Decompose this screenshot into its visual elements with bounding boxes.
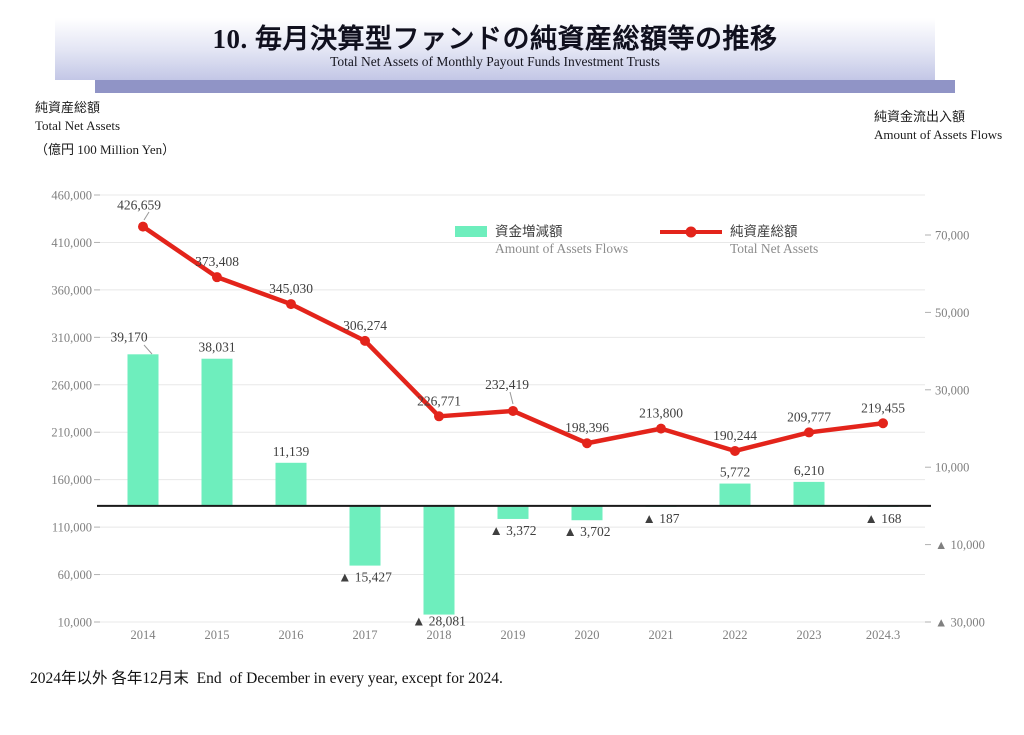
line-value-label: 426,659 [117, 198, 161, 213]
left-axis-tick-label: 160,000 [51, 473, 92, 487]
x-axis-label: 2020 [575, 628, 600, 642]
right-axis-tick-label: 70,000 [935, 229, 969, 243]
bar [423, 505, 455, 615]
x-axis-label: 2014 [131, 628, 157, 642]
left-axis-tick-label: 410,000 [51, 236, 92, 250]
bar [497, 505, 529, 519]
bar-series-swatch [455, 226, 487, 237]
line-point [508, 405, 518, 416]
legend-line-label-en: Total Net Assets [730, 241, 819, 256]
bar [719, 483, 751, 506]
bar-value-label: 6,210 [794, 463, 825, 478]
x-axis-label: 2016 [279, 628, 304, 642]
legend-line-text: 純資産総額 Total Net Assets [730, 223, 818, 257]
x-axis-label: 2017 [353, 628, 378, 642]
bar-value-label: 39,170 [110, 329, 147, 344]
line-series-swatch [660, 226, 722, 238]
x-axis-label: 2023 [797, 628, 822, 642]
x-axis-label: 2021 [649, 628, 674, 642]
right-axis-tick-label: 10,000 [935, 461, 969, 475]
x-axis-label: 2018 [427, 628, 452, 642]
left-axis-title-ja: 純資産総額 [35, 100, 101, 115]
right-axis-tick-label: ▲ 30,000 [935, 616, 985, 630]
legend-item-net-assets: 純資産総額 Total Net Assets [660, 223, 818, 257]
legend-bar-text: 資金増減額 Amount of Assets Flows [495, 223, 628, 257]
label-leader-line [143, 344, 153, 355]
left-axis-tick-label: 110,000 [52, 521, 92, 535]
bar [793, 481, 825, 506]
line-value-label: 219,455 [861, 400, 905, 415]
left-axis-header: 純資産総額 Total Net Assets （億円 100 Million Y… [35, 99, 175, 159]
left-axis-tick-label: 260,000 [51, 378, 92, 392]
title-banner: 10. 毎月決算型ファンドの純資産総額等の推移 Total Net Assets… [55, 14, 935, 80]
legend-line-label-ja: 純資産総額 [730, 224, 798, 239]
line-point [804, 427, 814, 438]
line-value-label: 232,419 [485, 377, 529, 392]
right-axis-tick-label: 50,000 [935, 306, 969, 320]
left-axis-tick-label: 60,000 [58, 568, 92, 582]
line-value-label: 345,030 [269, 281, 313, 296]
line-point [656, 423, 666, 434]
footnote: 2024年以外 各年12月末 End of December in every … [30, 670, 503, 687]
legend-bar-label-ja: 資金増減額 [495, 224, 563, 239]
bar-value-label: ▲ 168 [865, 511, 902, 526]
line-point [138, 221, 148, 232]
left-axis-title-en: Total Net Assets [35, 118, 121, 133]
line-value-label: 198,396 [565, 420, 609, 435]
bar-value-label: 11,139 [273, 444, 310, 459]
left-axis-tick-label: 360,000 [51, 283, 92, 297]
page-title: 10. 毎月決算型ファンドの純資産総額等の推移 [212, 24, 778, 54]
bar [127, 354, 159, 506]
line-point [434, 411, 444, 422]
right-axis-tick-label: 30,000 [935, 383, 969, 397]
right-axis-header: 純資金流出入額 Amount of Assets Flows [874, 108, 1002, 144]
line-point [360, 335, 370, 346]
left-axis-tick-label: 310,000 [51, 331, 92, 345]
line-point [730, 445, 740, 456]
line-point [286, 299, 296, 310]
line-point [212, 272, 222, 283]
line-value-label: 209,777 [787, 409, 831, 424]
banner-shadow-bar [95, 80, 955, 93]
bar [201, 358, 233, 506]
right-axis-title-ja: 純資金流出入額 [874, 109, 966, 124]
left-axis-unit: （億円 100 Million Yen） [35, 142, 176, 157]
legend-item-assets-flows: 資金増減額 Amount of Assets Flows [455, 223, 628, 257]
line-value-label: 213,800 [639, 406, 683, 421]
line-point [878, 418, 888, 429]
label-leader-line [509, 391, 514, 405]
right-axis-tick-label: ▲ 10,000 [935, 538, 985, 552]
net-assets-line [140, 224, 886, 454]
x-axis-label: 2019 [501, 628, 526, 642]
x-axis-label: 2022 [723, 628, 748, 642]
line-value-label: 226,771 [417, 393, 461, 408]
line-value-label: 190,244 [713, 428, 757, 443]
left-axis-tick-label: 460,000 [51, 189, 92, 203]
label-leader-line [143, 211, 150, 221]
bar-value-label: ▲ 187 [643, 511, 680, 526]
page-subtitle: Total Net Assets of Monthly Payout Funds… [330, 54, 660, 69]
line-value-label: 373,408 [195, 254, 239, 269]
x-axis-label: 2015 [205, 628, 230, 642]
bar-value-label: ▲ 15,427 [338, 570, 392, 585]
left-axis-tick-label: 210,000 [51, 426, 92, 440]
left-axis-tick-label: 10,000 [58, 616, 92, 630]
bar-value-label: ▲ 3,372 [489, 523, 536, 538]
line-point [582, 438, 592, 449]
bar [275, 462, 307, 506]
x-axis-label: 2024.3 [866, 628, 900, 642]
bar [349, 505, 381, 566]
bar-value-label: ▲ 28,081 [412, 614, 466, 629]
bar-value-label: ▲ 3,702 [563, 524, 610, 539]
bar-value-label: 5,772 [720, 465, 750, 480]
legend-bar-label-en: Amount of Assets Flows [495, 241, 629, 256]
right-axis-title-en: Amount of Assets Flows [874, 127, 1003, 142]
bar [571, 505, 603, 521]
line-value-label: 306,274 [343, 318, 387, 333]
line-marker-dot-icon [685, 226, 697, 238]
bar-value-label: 38,031 [198, 340, 235, 355]
